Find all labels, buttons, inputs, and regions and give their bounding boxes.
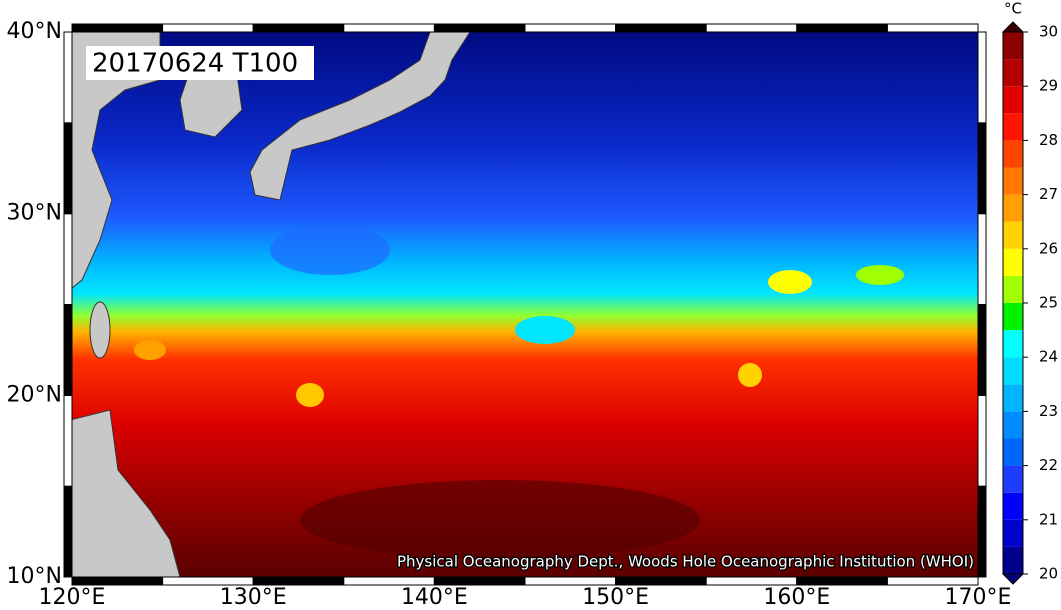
colorbar-segment: [1003, 113, 1023, 141]
frame-segment: [162, 576, 254, 586]
frame-segment: [252, 576, 345, 586]
warm-eddy: [296, 383, 324, 407]
x-tick-label: 130°E: [220, 585, 287, 610]
colorbar-tick-label: 26: [1039, 239, 1058, 257]
colorbar-segment: [1003, 194, 1023, 222]
frame-segment: [886, 576, 979, 586]
colorbar-segment: [1003, 59, 1023, 87]
colorbar-segment: [1003, 438, 1023, 466]
colorbar-tick-label: 30: [1039, 23, 1058, 41]
warm-eddy: [856, 265, 904, 285]
frame-segment: [63, 31, 73, 124]
frame-segment: [886, 23, 979, 33]
frame-segment: [977, 213, 987, 306]
colorbar-segment: [1003, 384, 1023, 412]
frame-segment: [615, 576, 707, 586]
frame-segment: [63, 304, 73, 396]
frame-segment: [524, 23, 617, 33]
frame-segment: [63, 213, 73, 306]
frame-segment: [433, 23, 526, 33]
colorbar-over-arrow: [1001, 21, 1025, 33]
colorbar-under-arrow: [1001, 573, 1025, 585]
colorbar-segment: [1003, 275, 1023, 303]
frame-segment: [252, 23, 345, 33]
frame-segment: [977, 485, 987, 578]
frame-segment: [71, 576, 164, 586]
colorbar-segment: [1003, 519, 1023, 547]
frame-segment: [705, 576, 798, 586]
colorbar-segment: [1003, 465, 1023, 493]
colorbar-segment: [1003, 221, 1023, 249]
colorbar-tick-label: 23: [1039, 402, 1058, 420]
colorbar-tick-label: 29: [1039, 77, 1058, 95]
x-tick-label: 150°E: [582, 585, 649, 610]
colorbar-segment: [1003, 32, 1023, 60]
land-philippines: [72, 409, 181, 577]
colorbar: 20 21 22 23 24 25 26 27 28 29 30: [1001, 21, 1058, 585]
frame-segment: [63, 122, 73, 215]
colorbar-tick-label: 20: [1039, 565, 1058, 583]
warm-eddy: [134, 340, 166, 360]
colorbar-tick-label: 27: [1039, 185, 1058, 203]
colorbar-segment: [1003, 86, 1023, 114]
warm-eddy: [768, 270, 812, 294]
title-box: [86, 46, 314, 80]
title: 20170624 T100: [92, 49, 298, 79]
cool-eddy: [270, 225, 390, 275]
frame-segment: [796, 576, 888, 586]
graduated-frame: [63, 23, 987, 586]
land-japan: [249, 32, 471, 201]
colorbar-segment: [1003, 330, 1023, 358]
colorbar-segment: [1003, 357, 1023, 385]
frame-segment: [71, 23, 164, 33]
x-tick-label: 170°E: [945, 585, 1012, 610]
frame-segment: [615, 23, 707, 33]
cool-eddy: [515, 316, 575, 344]
frame-segment: [433, 576, 526, 586]
colorbar-unit: °C: [1004, 0, 1022, 18]
colorbar-tick-label: 22: [1039, 456, 1058, 474]
y-tick-label: 20°N: [7, 382, 62, 407]
y-tick-label: 10°N: [7, 564, 62, 589]
x-tick-label: 120°E: [39, 585, 106, 610]
colorbar-segment: [1003, 248, 1023, 276]
credit: Physical Oceanography Dept., Woods Hole …: [397, 553, 974, 571]
land-taiwan: [89, 301, 111, 359]
frame-segment: [977, 304, 987, 396]
frame-segment: [162, 23, 254, 33]
frame-segment: [977, 31, 987, 124]
colorbar-segment: [1003, 411, 1023, 439]
colorbar-segment: [1003, 167, 1023, 195]
colorbar-segment: [1003, 303, 1023, 331]
colorbar-segment: [1003, 546, 1023, 574]
frame-segment: [63, 485, 73, 578]
colorbar-segment: [1003, 140, 1023, 168]
frame-segment: [705, 23, 798, 33]
frame-segment: [343, 576, 435, 586]
x-tick-label: 140°E: [401, 585, 468, 610]
frame-segment: [977, 394, 987, 487]
y-tick-label: 30°N: [7, 201, 62, 226]
frame-segment: [343, 23, 435, 33]
x-tick-label: 160°E: [763, 585, 830, 610]
frame-segment: [524, 576, 617, 586]
warm-eddy: [738, 363, 762, 387]
y-tick-label: 40°N: [7, 19, 62, 44]
colorbar-tick-label: 25: [1039, 294, 1058, 312]
frame-segment: [63, 394, 73, 487]
colorbar-tick-label: 28: [1039, 131, 1058, 149]
colorbar-tick-label: 21: [1039, 510, 1058, 528]
frame-segment: [796, 23, 888, 33]
warm-pool: [300, 480, 700, 560]
sst-field: [72, 32, 978, 577]
colorbar-segment: [1003, 492, 1023, 520]
frame-segment: [977, 122, 987, 215]
colorbar-tick-label: 24: [1039, 348, 1058, 366]
